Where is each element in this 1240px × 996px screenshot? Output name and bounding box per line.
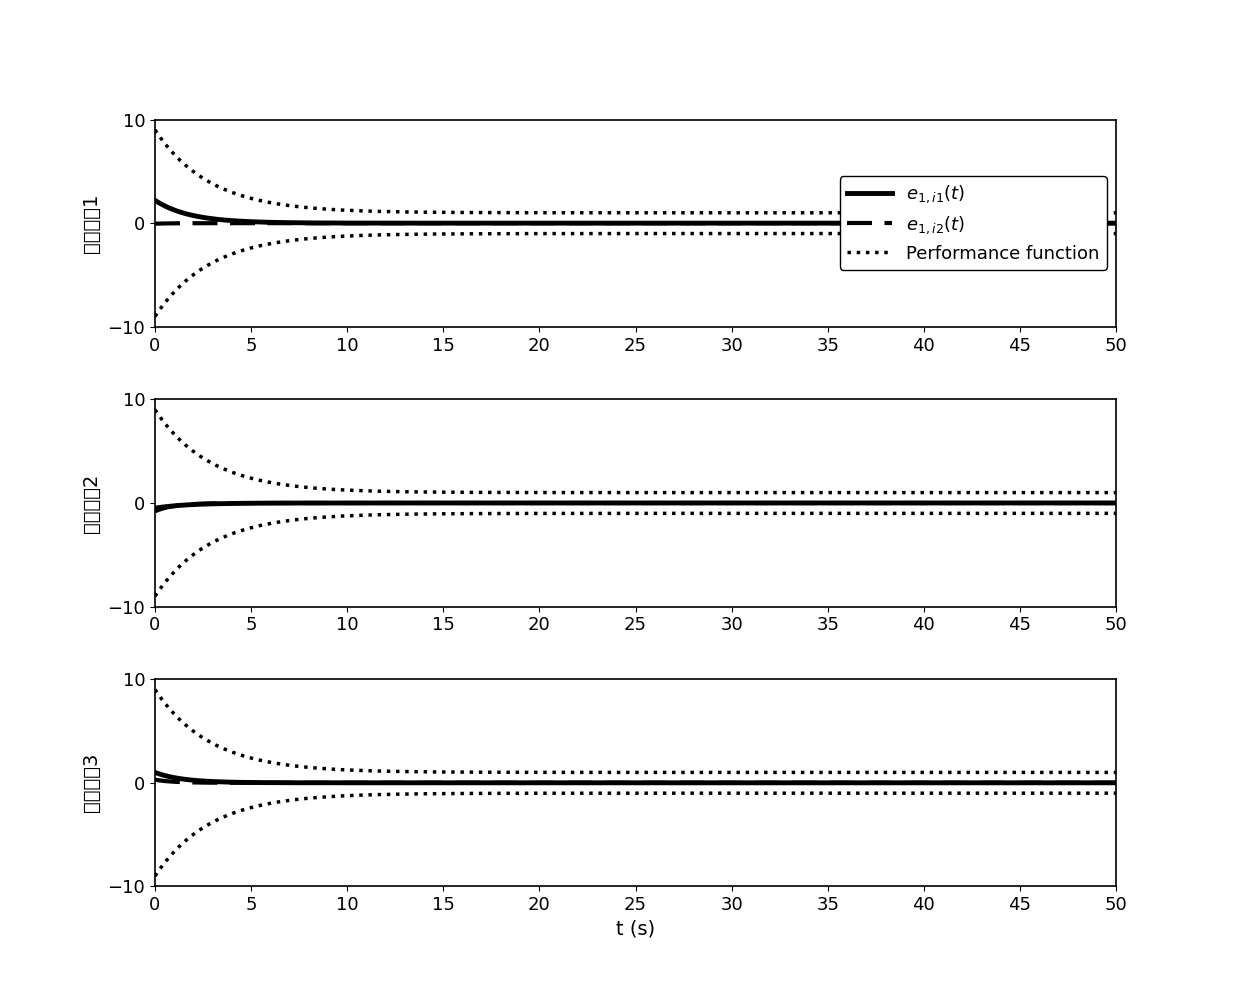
Y-axis label: 机械系统2: 机械系统2 (82, 473, 100, 533)
Y-axis label: 机械系统3: 机械系统3 (82, 753, 100, 813)
X-axis label: t (s): t (s) (616, 919, 655, 938)
Legend: $e_{1,i1}(t)$, $e_{1,i2}(t)$, Performance function: $e_{1,i1}(t)$, $e_{1,i2}(t)$, Performanc… (839, 176, 1107, 270)
Y-axis label: 机械系统1: 机械系统1 (82, 193, 100, 253)
